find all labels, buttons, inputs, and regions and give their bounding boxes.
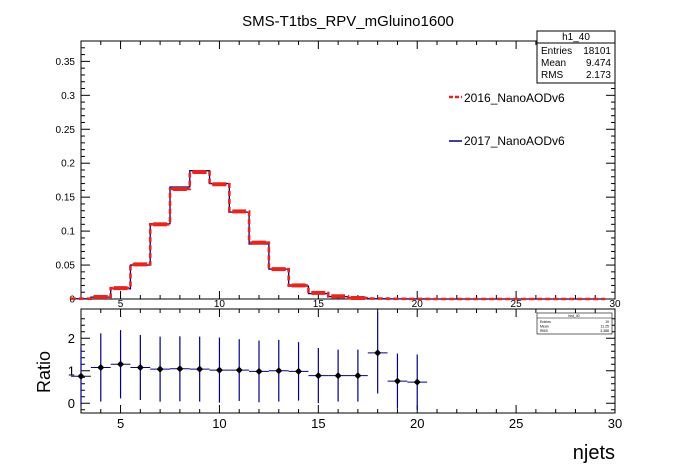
mini-stats-value-mean: 11.25	[601, 325, 610, 329]
top-y-tick-label: 0	[69, 295, 75, 306]
ratio-y-tick-label: 1	[68, 363, 75, 378]
stats-box-name: h1_40	[562, 32, 590, 43]
histogram-layer	[69, 170, 606, 301]
x-axis-label: njets	[573, 442, 615, 464]
top-x-tick-label: 20	[412, 299, 424, 310]
top-x-tick-label: 10	[214, 299, 226, 310]
legend: 2016_NanoAODv6 2017_NanoAODv6	[449, 91, 565, 148]
ratio-x-tick-label: 15	[311, 416, 325, 431]
top-plot-frame	[80, 40, 616, 300]
ratio-point	[413, 378, 421, 386]
top-y-tick-label: 0.35	[56, 57, 76, 68]
ratio-point	[393, 377, 401, 385]
ratio-point	[156, 365, 164, 373]
ratio-point	[314, 372, 322, 380]
histogram-2016-bin-marker	[172, 187, 187, 192]
top-y-tick-label: 0.15	[56, 193, 76, 204]
mini-stats-value-rms: 3.388	[600, 329, 609, 333]
histogram-2016-bin-marker	[331, 294, 346, 299]
ratio-x-tick-label: 5	[117, 416, 124, 431]
stats-value-entries: 18101	[583, 46, 611, 57]
top-y-tick-label: 0.1	[61, 227, 75, 238]
ratio-point	[215, 366, 223, 374]
ratio-x-tick-label: 10	[212, 416, 226, 431]
ratio-points-layer	[71, 312, 428, 410]
histogram-2016-bin-marker	[271, 267, 286, 272]
ratio-point	[255, 367, 263, 375]
top-x-tick-label: 15	[313, 299, 325, 310]
ratio-point	[97, 364, 105, 371]
chart-title: SMS-T1tbs_RPV_mGluino1600	[242, 13, 454, 30]
histogram-2016-bin-marker	[291, 283, 306, 288]
ratio-point	[334, 372, 342, 380]
stats-box: h1_40 Entries 18101 Mean 9.474 RMS 2.173	[536, 30, 616, 84]
ratio-point	[275, 367, 283, 375]
stats-label-rms: RMS	[541, 70, 564, 81]
ratio-y-axis-label: Ratio	[34, 351, 54, 393]
top-y-tick-label: 0.2	[61, 159, 75, 170]
ratio-point	[235, 366, 243, 374]
mini-stats-value-entries: 19	[605, 320, 609, 324]
histogram-2016-bin-marker	[252, 240, 266, 245]
histogram-2016-line	[69, 170, 606, 301]
ratio-point	[136, 364, 144, 371]
histogram-2016-bin-marker	[192, 170, 207, 175]
mini-stats-label-entries: Entries	[540, 320, 551, 324]
mini-stats-box: hist_40 Entries 19 Mean 11.25 RMS 3.388	[536, 312, 613, 335]
histogram-2016-bin-marker	[113, 286, 128, 291]
ratio-y-tick-label: 0	[68, 396, 75, 411]
ratio-point	[295, 367, 303, 375]
stats-value-rms: 2.173	[586, 70, 611, 81]
ratio-y-tick-label: 2	[68, 331, 75, 346]
histogram-2016-bin-marker	[212, 182, 227, 187]
top-axis-ticks: 0 0.05 0.1 0.15 0.2 0.25 0.3 0.35 5 10 15 20 25 30	[56, 40, 621, 310]
histogram-2016-bin-marker	[311, 290, 326, 295]
ratio-plot-frame	[80, 308, 616, 414]
top-y-tick-label: 0.05	[56, 261, 76, 272]
ratio-x-tick-label: 30	[608, 416, 622, 431]
histogram-2016-bin-marker	[133, 262, 148, 267]
histogram-2016-bin-marker	[232, 209, 247, 214]
mini-stats-label-rms: RMS	[540, 329, 548, 333]
stats-label-entries: Entries	[541, 46, 572, 57]
ratio-point	[354, 372, 362, 380]
legend-label-2016: 2016_NanoAODv6	[464, 91, 565, 105]
histogram-2016-bin-marker	[350, 295, 365, 300]
histogram-2017-line	[70, 170, 606, 300]
ratio-x-tick-label: 20	[410, 416, 424, 431]
ratio-point	[374, 349, 382, 357]
ratio-point	[117, 360, 125, 368]
ratio-x-tick-label: 25	[509, 416, 523, 431]
ratio-point	[77, 372, 85, 380]
histogram-2016-bin-marker	[93, 294, 108, 299]
ratio-point	[176, 365, 184, 373]
histogram-2016-bin-marker	[153, 222, 168, 227]
top-x-tick-label: 30	[609, 299, 621, 310]
mini-stats-name: hist_40	[568, 314, 579, 318]
mini-stats-label-mean: Mean	[540, 325, 549, 329]
stats-label-mean: Mean	[541, 58, 566, 69]
stats-value-mean: 9.474	[586, 58, 611, 69]
legend-label-2017: 2017_NanoAODv6	[464, 134, 565, 148]
top-y-tick-label: 0.25	[56, 125, 76, 136]
ratio-point	[196, 365, 204, 373]
top-x-tick-label: 5	[118, 299, 124, 310]
top-x-tick-label: 25	[511, 299, 523, 310]
top-y-tick-label: 0.3	[61, 91, 75, 102]
